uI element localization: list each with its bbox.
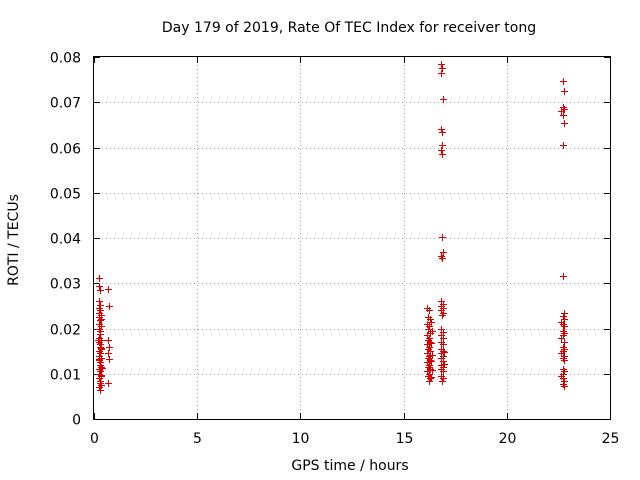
data-point bbox=[428, 340, 435, 347]
data-point bbox=[560, 142, 567, 149]
y-axis-ticks: 0 0.01 0.02 0.03 0.04 0.05 0.06 0.07 0.08 bbox=[50, 51, 610, 429]
data-point bbox=[558, 108, 565, 115]
data-point bbox=[560, 78, 567, 85]
data-point bbox=[439, 378, 446, 385]
data-point bbox=[98, 345, 105, 352]
data-point bbox=[440, 341, 447, 348]
data-point bbox=[105, 286, 112, 293]
data-point bbox=[99, 365, 106, 372]
data-point bbox=[429, 328, 436, 335]
data-point bbox=[98, 372, 105, 379]
data-point bbox=[439, 234, 446, 241]
y-tick-label: 0 bbox=[72, 413, 81, 429]
y-tick-label: 0.04 bbox=[50, 232, 81, 248]
data-point bbox=[428, 358, 435, 365]
data-point bbox=[429, 352, 436, 359]
x-tick-label: 0 bbox=[90, 431, 99, 447]
x-axis-ticks: 0 5 10 15 20 25 bbox=[90, 57, 619, 447]
data-point bbox=[97, 287, 104, 294]
x-axis-label: GPS time / hours bbox=[291, 458, 408, 474]
data-point bbox=[98, 316, 105, 323]
data-point bbox=[96, 275, 103, 282]
data-point bbox=[440, 358, 447, 365]
data-point bbox=[426, 323, 433, 330]
data-point bbox=[96, 283, 103, 290]
data-point bbox=[560, 273, 567, 280]
data-point bbox=[95, 337, 102, 344]
data-point bbox=[426, 307, 433, 314]
data-point bbox=[558, 335, 565, 342]
data-point bbox=[561, 88, 568, 95]
data-point bbox=[438, 61, 445, 68]
data-point bbox=[560, 112, 567, 119]
data-point bbox=[97, 317, 104, 324]
data-point bbox=[438, 126, 445, 133]
data-point bbox=[439, 142, 446, 149]
data-point bbox=[426, 378, 433, 385]
data-point bbox=[439, 65, 446, 72]
data-point bbox=[561, 310, 568, 317]
data-point bbox=[558, 350, 565, 357]
data-point bbox=[106, 356, 113, 363]
data-point bbox=[438, 147, 445, 154]
x-tick-label: 5 bbox=[193, 431, 202, 447]
data-point bbox=[97, 350, 104, 357]
x-tick-label: 25 bbox=[602, 431, 620, 447]
plot-frame bbox=[93, 56, 611, 420]
x-tick-label: 10 bbox=[292, 431, 310, 447]
data-point bbox=[438, 70, 445, 77]
data-point bbox=[105, 380, 112, 387]
data-point bbox=[440, 96, 447, 103]
data-point bbox=[105, 350, 112, 357]
data-point bbox=[439, 129, 446, 136]
y-tick-label: 0.06 bbox=[50, 142, 81, 158]
data-point bbox=[441, 361, 448, 368]
data-point bbox=[439, 255, 446, 262]
data-point bbox=[439, 312, 446, 319]
y-tick-label: 0.07 bbox=[50, 96, 81, 112]
y-tick-label: 0.02 bbox=[50, 323, 81, 339]
data-point bbox=[106, 303, 113, 310]
data-point bbox=[440, 335, 447, 342]
y-tick-label: 0.01 bbox=[50, 368, 81, 384]
x-tick-label: 15 bbox=[396, 431, 414, 447]
data-points bbox=[95, 61, 568, 394]
y-axis-label: ROTI / TECUs bbox=[6, 194, 22, 286]
data-point bbox=[96, 356, 103, 363]
data-point bbox=[428, 374, 435, 381]
data-point bbox=[561, 383, 568, 390]
data-point bbox=[439, 151, 446, 158]
data-point bbox=[441, 349, 448, 356]
y-tick-label: 0.05 bbox=[50, 187, 81, 203]
data-point bbox=[425, 326, 432, 333]
data-point bbox=[440, 368, 447, 375]
data-point bbox=[440, 375, 447, 382]
data-point bbox=[561, 339, 568, 346]
data-point bbox=[96, 384, 103, 391]
y-tick-label: 0.03 bbox=[50, 277, 81, 293]
data-point bbox=[560, 375, 567, 382]
data-point bbox=[97, 387, 104, 394]
data-point bbox=[561, 316, 568, 323]
data-point bbox=[97, 331, 104, 338]
data-point bbox=[561, 368, 568, 375]
x-tick-label: 20 bbox=[499, 431, 517, 447]
grid-lines bbox=[94, 57, 610, 419]
data-point bbox=[427, 375, 434, 382]
data-point bbox=[561, 323, 568, 330]
chart-title: Day 179 of 2019, Rate Of TEC Index for r… bbox=[162, 20, 536, 36]
data-point bbox=[561, 357, 568, 364]
data-point bbox=[440, 249, 447, 256]
data-point bbox=[106, 344, 113, 351]
data-point bbox=[428, 319, 435, 326]
data-point bbox=[96, 298, 103, 305]
data-point bbox=[105, 337, 112, 344]
data-point bbox=[560, 313, 567, 320]
data-point bbox=[427, 316, 434, 323]
data-point bbox=[97, 307, 104, 314]
y-tick-label: 0.08 bbox=[50, 51, 81, 67]
data-point bbox=[561, 120, 568, 127]
data-point bbox=[429, 367, 436, 374]
